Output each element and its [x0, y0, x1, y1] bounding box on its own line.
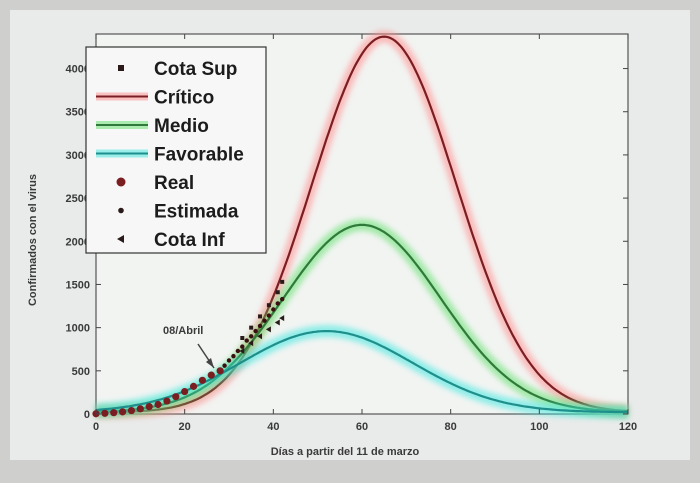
- legend-swatch: [117, 235, 124, 243]
- real-point: [101, 409, 109, 417]
- y-tick-label: 2500: [66, 193, 90, 205]
- real-point: [207, 371, 215, 379]
- x-tick-label: 0: [93, 421, 99, 433]
- legend-item: Favorable: [96, 145, 244, 166]
- estimada-point: [240, 344, 245, 349]
- y-tick-label: 1500: [66, 279, 90, 291]
- legend-label: Estimada: [154, 202, 239, 223]
- cota-sup-point: [275, 290, 280, 295]
- legend-item: Crítico: [96, 88, 214, 109]
- x-tick-label: 120: [619, 421, 637, 433]
- real-point: [172, 393, 180, 401]
- estimada-point: [248, 334, 254, 339]
- estimada-point: [253, 328, 258, 334]
- real-point: [127, 406, 136, 415]
- real-point: [216, 367, 224, 375]
- legend-item: Cota Inf: [117, 230, 225, 251]
- estimada-point: [226, 358, 232, 363]
- legend-items: Cota Sup Crítico Medio Favorable Real Estimad…: [96, 59, 244, 251]
- real-point: [119, 408, 127, 416]
- x-tick-label: 60: [356, 421, 368, 433]
- x-axis-label: Días a partir del 11 de marzo: [271, 446, 420, 458]
- legend-item: Real: [116, 173, 194, 194]
- cota-inf-point: [257, 333, 263, 340]
- legend-swatch: [118, 65, 124, 71]
- x-tick-label: 40: [267, 421, 279, 433]
- legend: Cota Sup Crítico Medio Favorable Real Estimad…: [85, 46, 267, 254]
- real-point: [189, 382, 198, 390]
- legend-label: Crítico: [154, 88, 214, 109]
- y-tick-label: 2000: [66, 236, 90, 248]
- estimada-point: [257, 323, 263, 329]
- real-point: [198, 376, 206, 384]
- legend-swatch: [116, 177, 126, 187]
- cota-sup-point: [280, 279, 285, 284]
- x-tick-label: 20: [179, 421, 191, 433]
- estimada-point: [244, 338, 249, 343]
- legend-item: Estimada: [118, 202, 239, 223]
- y-tick-label: 500: [72, 366, 90, 378]
- y-tick-label: 1000: [66, 323, 90, 335]
- real-point: [163, 397, 171, 405]
- estimada-point: [271, 307, 276, 312]
- legend-label: Cota Inf: [154, 230, 225, 251]
- real-point: [110, 409, 118, 417]
- y-tick-label: 0: [84, 409, 90, 421]
- x-tick-label: 100: [530, 421, 548, 433]
- legend-label: Cota Sup: [154, 59, 237, 80]
- y-tick-label: 3000: [66, 150, 90, 162]
- cota-inf-point: [265, 326, 271, 333]
- estimada-point: [275, 301, 280, 306]
- real-point: [154, 400, 162, 409]
- real-point: [145, 403, 153, 411]
- y-axis-label: Confirmados con el virus: [27, 174, 39, 306]
- cota-sup-point: [240, 336, 245, 340]
- annotation: 08/Abril: [163, 325, 215, 369]
- legend-label: Favorable: [154, 145, 244, 166]
- cota-sup-point: [266, 303, 271, 308]
- cota-inf-point: [279, 315, 285, 322]
- annotation-arrowhead: [206, 358, 214, 368]
- real-point: [136, 405, 144, 413]
- estimada-point: [262, 318, 267, 323]
- estimada-point: [280, 296, 285, 302]
- legend-item: Medio: [96, 116, 209, 137]
- legend-swatch: [118, 207, 124, 214]
- series-line-0: [96, 35, 629, 414]
- estimada-point: [231, 353, 236, 359]
- legend-label: Medio: [154, 116, 209, 137]
- estimada-point: [266, 313, 272, 318]
- legend-item: Cota Sup: [118, 59, 237, 80]
- legend-label: Real: [154, 173, 194, 194]
- real-point: [181, 387, 189, 396]
- cota-sup-point: [258, 314, 263, 319]
- cota-inf-point: [274, 319, 280, 326]
- annotation-label: 08/Abril: [163, 325, 203, 337]
- y-tick-label: 4000: [66, 64, 90, 76]
- cota-inf-point: [248, 340, 254, 347]
- cota-inf-point: [239, 347, 245, 354]
- y-tick-label: 3500: [66, 107, 90, 119]
- estimada-point: [235, 348, 241, 354]
- x-tick-label: 80: [445, 421, 457, 433]
- estimada-point: [222, 363, 227, 368]
- cota-sup-point: [249, 325, 254, 330]
